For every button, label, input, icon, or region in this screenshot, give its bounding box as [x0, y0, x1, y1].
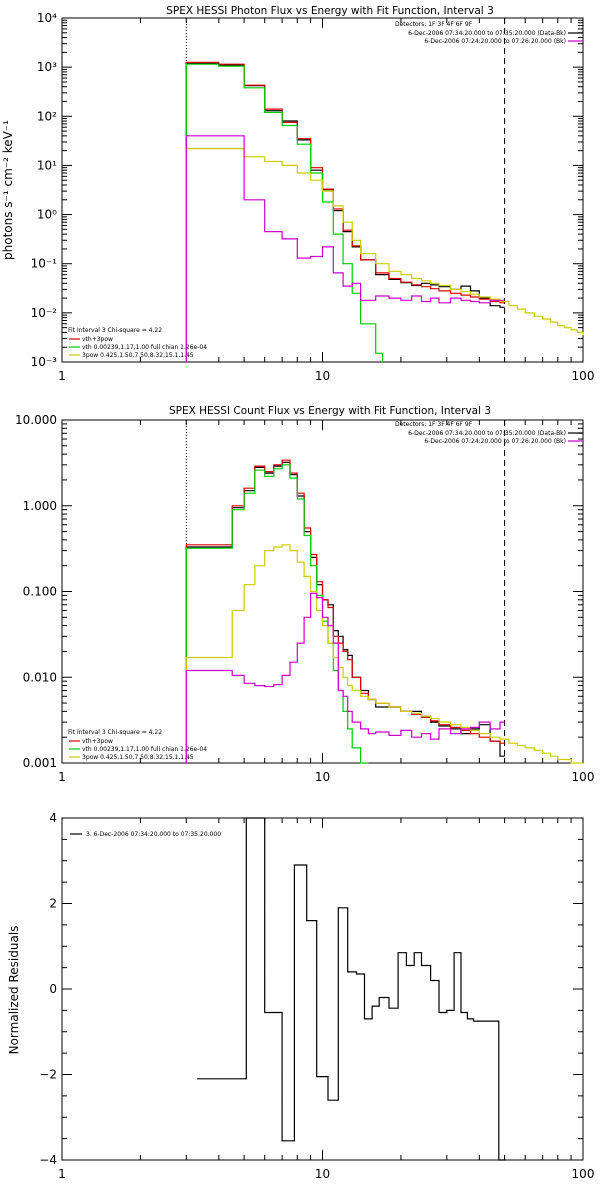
y-tick-label: 10⁴	[37, 11, 57, 25]
x-tick-label: 100	[572, 770, 595, 784]
legend-data-label: 6-Dec-2006 07:34:20.000 to 07:35:20.000 …	[408, 430, 566, 437]
spectrum-series	[197, 817, 506, 1161]
y-tick-label: 0.001	[23, 756, 57, 770]
y-tick-label: 0.100	[23, 585, 57, 599]
y-tick-label: 10⁻²	[31, 306, 58, 320]
residuals-panel: Normalized Residuals 3. 6-Dec-2006 07:34…	[7, 811, 594, 1181]
legend-background-label: 6-Dec-2006 07:24:20.000 to 07:26:20.000 …	[424, 38, 566, 45]
x-tick-label: 100	[572, 369, 595, 383]
spectrum-series	[185, 148, 584, 362]
y-tick-label: 0.010	[23, 670, 57, 684]
x-tick-label: 1	[58, 770, 66, 784]
fit-legend-powerlaw-label: 3pow 0.425,1.50,7.50,8.32,15.1,1.45	[82, 352, 194, 359]
fit-legend-powerlaw-label: 3pow 0.425,1.50,7.50,8.32,15.1,1.45	[82, 754, 194, 761]
y-tick-label: 10⁻³	[31, 355, 58, 369]
y-tick-label: 10.000	[15, 413, 57, 427]
y-tick-label: 2	[49, 897, 57, 911]
x-tick-label: 10	[315, 369, 330, 383]
y-tick-label: 4	[49, 811, 57, 825]
y-tick-label: 10¹	[37, 158, 57, 172]
chart-title: SPEX HESSI Count Flux vs Energy with Fit…	[169, 405, 491, 417]
y-tick-label: 10⁰	[37, 208, 57, 222]
legend-background-label: 6-Dec-2006 07:24:20.000 to 07:26:20.000 …	[424, 438, 566, 445]
spectrum-series	[185, 135, 505, 362]
photon-flux-panel: SPEX HESSI Photon Flux vs Energy with Fi…	[1, 5, 594, 383]
fit-legend-total-label: vth+3pow	[82, 336, 113, 343]
y-axis-label: photons s⁻¹ cm⁻² keV⁻¹	[1, 120, 15, 260]
x-tick-label: 1	[58, 369, 66, 383]
legend-detectors-text: Detectors: 1F 3F 4F 6F 9F	[395, 421, 473, 428]
legend-detectors-text: Detectors: 1F 3F 4F 6F 9F	[395, 21, 473, 28]
fit-legend-thermal-label: vth 0.00239,1.17,1.00 full chian 1.26e-0…	[82, 344, 207, 351]
fit-legend-total-label: vth+3pow	[82, 738, 113, 745]
spectrum-series	[185, 464, 369, 764]
residual-legend-label: 3. 6-Dec-2006 07:34:20.000 to 07:35:20.0…	[86, 831, 221, 838]
fit-legend-title: Fit Interval 3 Chi-square = 4.22	[68, 327, 162, 334]
spectrum-series	[185, 592, 505, 763]
chart-title: SPEX HESSI Photon Flux vs Energy with Fi…	[166, 5, 494, 17]
spectrum-series	[185, 544, 583, 764]
y-tick-label: −2	[39, 1068, 57, 1082]
spectrum-series	[185, 63, 384, 362]
fit-legend-thermal-label: vth 0.00239,1.17,1.00 full chian 1.26e-0…	[82, 746, 207, 753]
count-flux-panel: SPEX HESSI Count Flux vs Energy with Fit…	[15, 405, 594, 784]
y-tick-label: 1.000	[23, 499, 57, 513]
y-tick-label: 10⁻¹	[31, 257, 58, 271]
x-tick-label: 10	[315, 1167, 330, 1181]
x-tick-label: 100	[572, 1167, 595, 1181]
legend-data-label: 6-Dec-2006 07:34:20.000 to 07:35:20.000 …	[408, 30, 566, 37]
y-tick-label: −4	[39, 1153, 57, 1167]
y-axis-label: Normalized Residuals	[7, 926, 21, 1055]
y-tick-label: 10²	[37, 109, 57, 123]
y-tick-label: 0	[49, 982, 57, 996]
fit-legend-title: Fit Interval 3 Chi-square = 4.22	[68, 729, 162, 736]
x-tick-label: 10	[315, 770, 330, 784]
y-tick-label: 10³	[37, 60, 57, 74]
x-tick-label: 1	[58, 1167, 66, 1181]
